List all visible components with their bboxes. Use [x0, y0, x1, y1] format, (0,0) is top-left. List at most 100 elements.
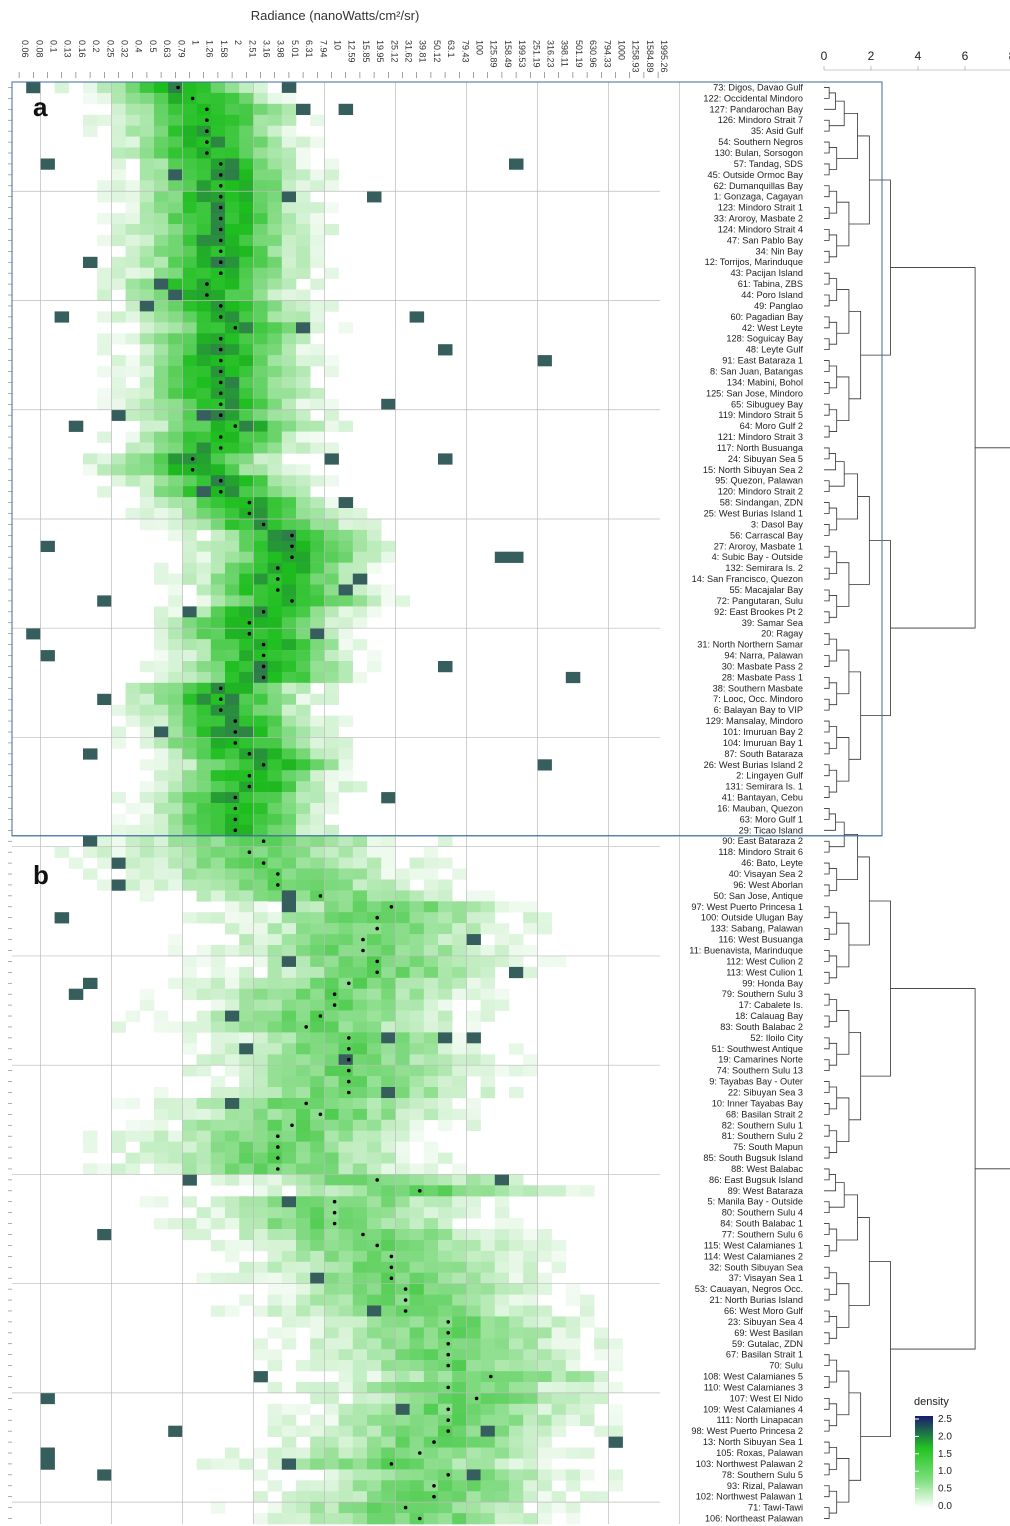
heat-cell	[296, 529, 311, 542]
heat-cell	[225, 606, 240, 618]
heat-cell	[267, 551, 283, 563]
heat-cell	[324, 300, 339, 312]
heat-cell	[537, 1371, 552, 1383]
heat-cell	[281, 311, 297, 323]
heat-cell	[324, 497, 339, 509]
heat-cell	[352, 1371, 368, 1383]
heat-cell	[253, 759, 268, 771]
heat-cell	[154, 781, 169, 793]
heat-cell	[480, 1229, 496, 1241]
heat-cell	[324, 1327, 339, 1339]
heat-cell	[281, 682, 297, 695]
heat-cell	[338, 1218, 354, 1230]
heat-cell	[239, 1174, 254, 1186]
heat-cell	[225, 114, 240, 127]
heat-cell	[381, 1054, 396, 1066]
heat-cell	[494, 1425, 510, 1437]
heat-cell	[296, 519, 311, 531]
heat-cell	[281, 977, 297, 990]
heat-cell	[253, 595, 268, 607]
heat-cell	[381, 934, 396, 946]
heat-cell	[154, 1087, 169, 1099]
heat-cell	[182, 224, 197, 236]
heat-cell	[154, 617, 169, 629]
heat-cell	[296, 671, 311, 684]
dendro-branch	[836, 834, 859, 880]
heat-cell	[509, 1436, 524, 1448]
row-label: 5: Manila Bay - Outside	[708, 1197, 804, 1207]
heat-cell	[196, 639, 212, 651]
row-label: 41: Bantayan, Cebu	[722, 793, 803, 803]
heat-cell	[111, 464, 126, 476]
heat-cell	[267, 835, 283, 848]
heat-cell	[310, 857, 325, 869]
heat-cell	[310, 1261, 325, 1274]
heat-cell	[438, 1207, 453, 1219]
heat-cell	[154, 770, 169, 782]
heat-cell	[267, 125, 283, 137]
heat-cell	[310, 1360, 325, 1372]
median-dot	[418, 1189, 422, 1193]
dendro-branch	[824, 589, 830, 602]
heat-cell	[381, 1250, 396, 1263]
heat-cell	[68, 420, 84, 432]
heat-cell	[97, 453, 112, 465]
heat-cell	[381, 1316, 396, 1328]
heat-cell	[97, 1229, 112, 1241]
heat-cell	[210, 497, 226, 509]
heat-cell	[438, 1283, 453, 1295]
heat-cell	[281, 945, 297, 957]
heat-cell	[423, 901, 439, 913]
heat-cell	[310, 1054, 325, 1066]
dendro-branch	[836, 737, 850, 782]
heat-cell	[310, 781, 325, 793]
heat-cell	[367, 988, 382, 1000]
heat-cell	[139, 857, 155, 869]
heat-cell	[196, 748, 212, 760]
heat-cell	[296, 1032, 311, 1044]
heat-cell	[338, 1272, 354, 1284]
heat-cell	[40, 540, 55, 553]
heat-cell	[310, 661, 325, 673]
row-label: 29: Ticao Island	[739, 825, 803, 835]
heat-cell	[395, 1098, 410, 1110]
heat-cell	[338, 1152, 354, 1164]
heat-cell	[296, 1502, 311, 1514]
heat-cell	[367, 1065, 382, 1077]
row-label: 31: North Northern Samar	[697, 640, 803, 650]
heat-cell	[253, 366, 268, 378]
heat-cell	[225, 1218, 240, 1230]
heat-cell	[352, 584, 368, 596]
heat-cell	[509, 1469, 524, 1481]
heat-cell	[281, 136, 297, 148]
heat-cell	[438, 835, 453, 848]
row-label: 64: Moro Gulf 2	[740, 421, 803, 431]
heat-cell	[182, 311, 197, 323]
median-dot	[332, 1003, 337, 1007]
heat-cell	[210, 1130, 226, 1142]
heat-cell	[494, 1316, 510, 1328]
heat-cell	[466, 1392, 481, 1405]
dendro-branch	[824, 1463, 830, 1476]
heat-cell	[381, 912, 396, 924]
heat-cell	[395, 1130, 410, 1142]
heat-cell	[509, 1065, 524, 1077]
heat-cell	[310, 1480, 325, 1492]
heat-cell	[367, 857, 382, 869]
heat-cell	[267, 1229, 283, 1241]
heat-cell	[267, 267, 283, 279]
heat-cell	[324, 977, 339, 990]
heat-cell	[168, 1108, 183, 1121]
heat-cell	[296, 573, 311, 585]
heat-cell	[182, 868, 197, 880]
heat-cell	[466, 1294, 481, 1306]
row-label: 49: Panglao	[754, 301, 803, 311]
heat-cell	[281, 999, 297, 1011]
heat-cell	[537, 1491, 552, 1503]
heat-cell	[225, 671, 240, 684]
dendro-branch	[824, 1015, 830, 1028]
row-label: 111: North Linapacan	[717, 1415, 804, 1425]
heat-cell	[324, 1174, 339, 1186]
heat-cell	[352, 835, 368, 848]
heat-cell	[210, 475, 226, 487]
